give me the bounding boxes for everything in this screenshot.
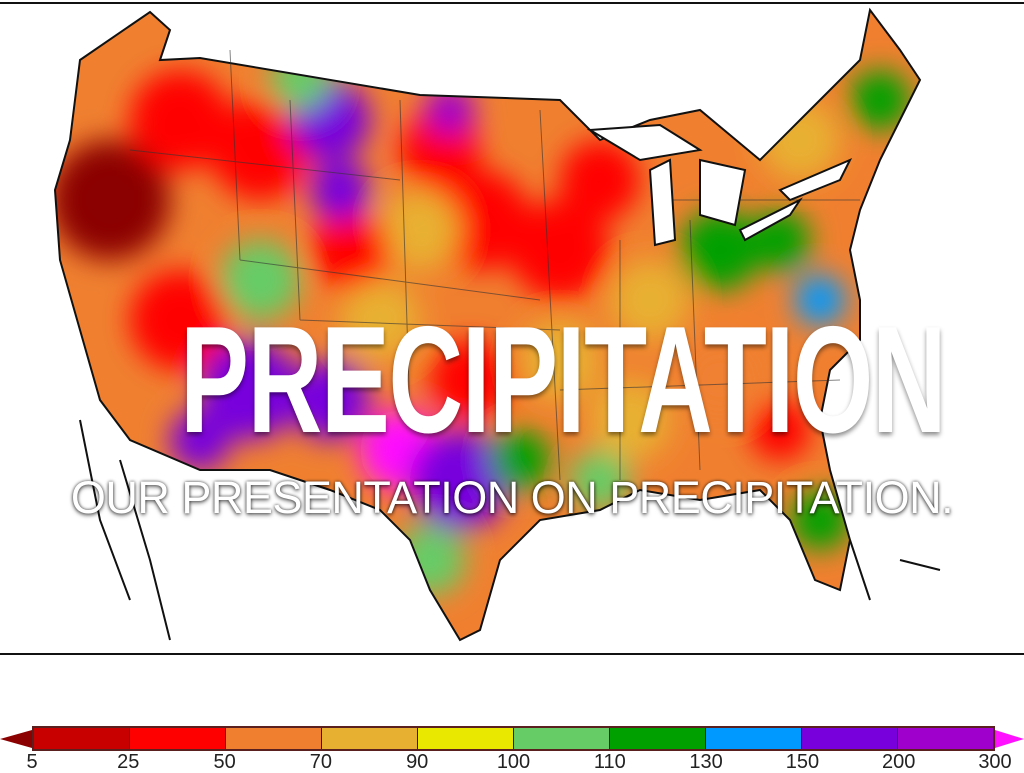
legend-tick-label: 25 <box>117 751 140 773</box>
legend-tick-label: 90 <box>406 751 429 773</box>
legend-segment <box>322 728 418 749</box>
legend-tick-label: 70 <box>309 751 333 773</box>
precipitation-region <box>760 100 840 180</box>
precipitation-region <box>130 270 230 370</box>
legend-high-cap <box>995 730 1024 748</box>
precipitation-region <box>200 340 300 440</box>
precipitation-region <box>490 430 550 490</box>
legend-segment <box>706 728 802 749</box>
precipitation-region <box>790 490 850 550</box>
precipitation-region <box>560 140 640 220</box>
legend-segment <box>514 728 610 749</box>
precipitation-region <box>570 450 630 510</box>
legend-tick-label: 200 <box>882 751 916 773</box>
precipitation-region <box>425 85 475 135</box>
slide-title: PRECIPITATION <box>0 300 1024 460</box>
legend-segment <box>226 728 322 749</box>
precipitation-region <box>510 200 610 300</box>
precipitation-region <box>340 280 420 360</box>
legend-tick-label: 5 <box>26 751 38 773</box>
legend-segment <box>802 728 898 749</box>
legend-tick-label: 150 <box>785 751 820 773</box>
precipitation-region <box>610 260 690 340</box>
legend-tick-label: 130 <box>689 751 723 773</box>
legend-segment <box>610 728 706 749</box>
legend-low-cap <box>0 730 32 748</box>
legend-segment <box>898 728 993 749</box>
legend-segment <box>418 728 514 749</box>
legend-segment <box>34 728 130 749</box>
precipitation-region <box>55 140 170 260</box>
precipitation-region <box>210 100 310 200</box>
precipitation-region <box>795 275 845 325</box>
precipitation-region <box>270 50 330 110</box>
precipitation-region <box>130 70 230 170</box>
precipitation-region <box>290 360 370 440</box>
precipitation-region <box>410 430 510 530</box>
map-top-border <box>0 2 1024 4</box>
legend-tick-label: 50 <box>213 751 236 773</box>
legend-tick-label: 100 <box>496 751 531 773</box>
precipitation-region <box>750 400 810 460</box>
precipitation-region <box>680 340 760 420</box>
slide-subtitle: OUR PRESENTATION ON PRECIPITATION. <box>70 472 954 523</box>
slide-title-text: PRECIPITATION <box>180 295 947 465</box>
precipitation-map <box>54 9 941 641</box>
legend-tick-label: 300 <box>978 751 1012 773</box>
precipitation-region <box>310 160 370 220</box>
precipitation-region <box>850 70 910 130</box>
legend-tick-label: 110 <box>593 751 626 773</box>
precipitation-region <box>520 320 600 400</box>
precipitation-region <box>310 210 390 290</box>
legend-segment <box>130 728 226 749</box>
precipitation-region <box>590 380 670 460</box>
precipitation-region <box>380 190 460 270</box>
precipitation-legend: 5 25 50 70 90 100 110 130 150 200 300 <box>0 722 1024 772</box>
precipitation-region <box>430 340 510 420</box>
precipitation-region <box>170 410 230 470</box>
map-bottom-border <box>0 653 1024 655</box>
legend-color-bar <box>32 726 995 751</box>
